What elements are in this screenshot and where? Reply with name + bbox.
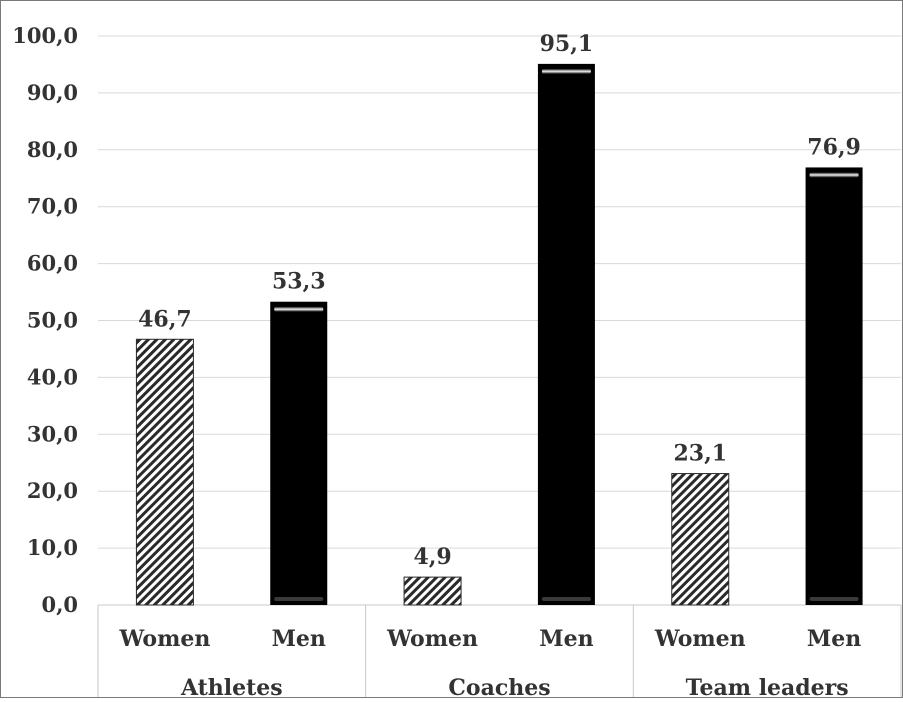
y-tick-label: 100,0 <box>12 23 78 48</box>
data-label: 23,1 <box>673 441 727 467</box>
bar-highlight <box>541 68 591 74</box>
x-tick-label: Men <box>539 626 593 652</box>
y-tick-label: 10,0 <box>27 535 78 560</box>
bar <box>135 338 194 606</box>
bar-highlight <box>809 172 859 178</box>
group-label: Athletes <box>180 675 283 697</box>
bar <box>671 473 730 606</box>
y-tick-label: 30,0 <box>27 421 78 446</box>
y-tick-label: 80,0 <box>27 137 78 162</box>
group-label: Coaches <box>448 675 550 697</box>
bar-base-highlight <box>809 597 859 601</box>
x-tick-label: Women <box>118 626 210 652</box>
y-tick-label: 70,0 <box>27 194 78 219</box>
bar <box>403 576 462 606</box>
bar <box>537 63 595 606</box>
y-tick-label: 90,0 <box>27 80 78 105</box>
group-label: Team leaders <box>686 675 849 697</box>
x-tick-label: Women <box>386 626 478 652</box>
bar-highlight <box>274 306 324 312</box>
bar <box>270 301 328 605</box>
bar <box>805 167 863 605</box>
data-label: 4,9 <box>413 544 451 570</box>
y-tick-label: 60,0 <box>27 251 78 276</box>
y-tick-label: 20,0 <box>27 478 78 503</box>
y-tick-label: 40,0 <box>27 364 78 389</box>
x-tick-label: Men <box>807 626 861 652</box>
x-tick-label: Men <box>272 626 326 652</box>
bar-base-highlight <box>274 597 324 601</box>
data-label: 53,3 <box>272 269 326 295</box>
data-label: 76,9 <box>807 134 861 160</box>
bar-base-highlight <box>541 597 591 601</box>
data-label: 95,1 <box>540 31 594 57</box>
y-tick-label: 50,0 <box>27 308 78 333</box>
x-tick-label: Women <box>654 626 746 652</box>
data-label: 46,7 <box>138 306 192 332</box>
y-tick-label: 0,0 <box>41 592 78 617</box>
